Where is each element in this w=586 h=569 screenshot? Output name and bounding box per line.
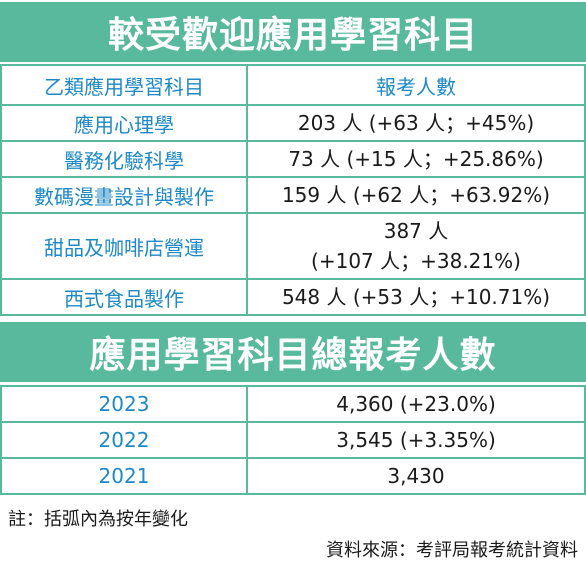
- table-row: 醫務化驗科學 73 人 (+15 人；+25.86%): [0, 140, 586, 178]
- subject-name: 醫務化驗科學: [0, 140, 248, 178]
- subject-name: 應用心理學: [0, 104, 248, 142]
- table-row: 數碼漫畫設計與製作 159 人 (+62 人；+63.92%): [0, 176, 586, 214]
- year-cell: 2023: [0, 385, 248, 423]
- count-column-header: 報考人數: [246, 64, 586, 106]
- enrolment-value: 73 人 (+15 人；+25.86%): [246, 140, 586, 178]
- enrolment-value: 548 人 (+53 人；+10.71%): [246, 278, 586, 316]
- subject-name: 西式食品製作: [0, 278, 248, 316]
- subject-name: 甜品及咖啡店營運: [0, 212, 248, 280]
- subject-column-header: 乙類應用學習科目: [0, 64, 248, 106]
- year-cell: 2022: [0, 421, 248, 459]
- total-value: 3,430: [246, 457, 586, 495]
- total-enrolment-table: 2023 4,360 (+23.0%) 2022 3,545 (+3.35%) …: [0, 385, 586, 495]
- table-row: 2022 3,545 (+3.35%): [0, 421, 586, 459]
- enrolment-value: 387 人 (+107 人；+38.21%): [246, 212, 586, 280]
- table-row: 西式食品製作 548 人 (+53 人；+10.71%): [0, 278, 586, 316]
- table-row: 2021 3,430: [0, 457, 586, 495]
- enrolment-count: 387 人: [383, 219, 449, 243]
- table-row: 2023 4,360 (+23.0%): [0, 385, 586, 423]
- enrolment-value: 159 人 (+62 人；+63.92%): [246, 176, 586, 214]
- enrolment-change: (+107 人；+38.21%): [311, 249, 521, 273]
- table-header-row: 乙類應用學習科目 報考人數: [0, 64, 586, 106]
- total-value: 4,360 (+23.0%): [246, 385, 586, 423]
- enrolment-value: 203 人 (+63 人；+45%): [246, 104, 586, 142]
- total-value: 3,545 (+3.35%): [246, 421, 586, 459]
- subject-name: 數碼漫畫設計與製作: [0, 176, 248, 214]
- popular-subjects-title: 較受歡迎應用學習科目: [0, 2, 586, 62]
- popular-subjects-table: 乙類應用學習科目 報考人數 應用心理學 203 人 (+63 人；+45%) 醫…: [0, 64, 586, 316]
- footnote: 註：括弧內為按年變化: [8, 509, 188, 530]
- total-enrolment-title: 應用學習科目總報考人數: [0, 322, 586, 382]
- data-source: 資料來源：考評局報考統計資料: [326, 540, 578, 561]
- year-cell: 2021: [0, 457, 248, 495]
- table-row: 應用心理學 203 人 (+63 人；+45%): [0, 104, 586, 142]
- table-row: 甜品及咖啡店營運 387 人 (+107 人；+38.21%): [0, 212, 586, 280]
